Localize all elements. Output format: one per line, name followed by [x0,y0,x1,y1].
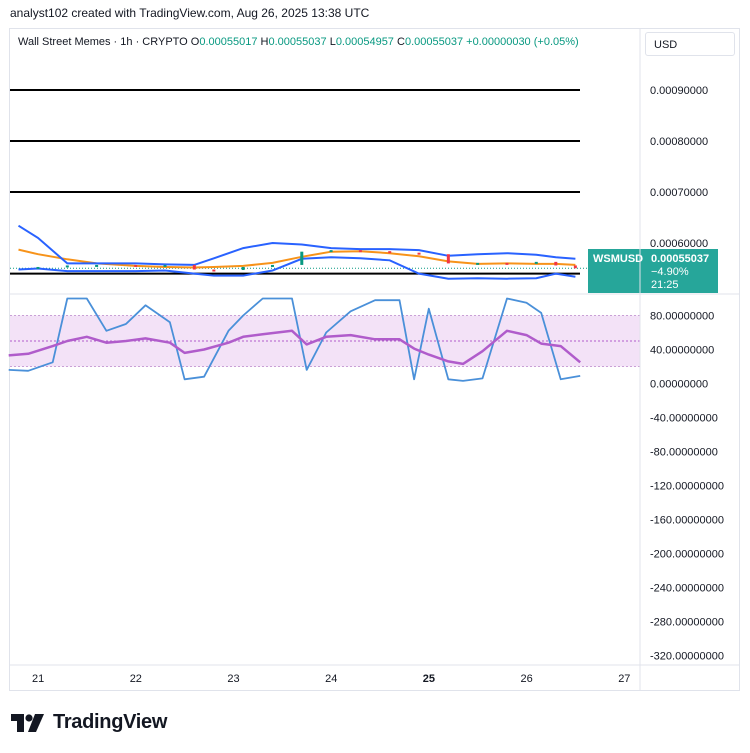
series-bb-upper-line [17,224,576,266]
series-rsi-line [8,329,581,366]
oscillator-axis-label: 80.00000000 [650,311,714,323]
open-value: 0.00055017 [199,36,258,48]
time-axis-label: 24 [325,673,337,685]
price-tag-countdown: 21:25 [651,279,679,291]
tradingview-logo[interactable]: TradingView [11,711,167,734]
series-stoch-rsi-line [8,297,581,382]
price-candle [212,269,216,272]
low-label: L [329,36,336,48]
high-label: H [260,36,269,48]
currency-button[interactable]: USD [645,32,735,56]
price-tag [588,249,718,293]
oscillator-axis-label: -200.00000000 [650,549,724,561]
price-candle [554,261,558,266]
price-candle [329,250,333,253]
chart-canvas[interactable]: 0.00090000 0.00080000 0.00070000 0.00060000… [0,0,750,700]
time-axis-label: 25 [423,673,435,685]
price-candle [134,264,138,267]
price-candle [241,266,245,271]
price-candle [388,251,392,254]
time-axis-label: 22 [130,673,142,685]
price-candle [505,262,509,265]
price-axis-label: 0.00070000 [650,187,708,199]
credit-line: analyst102 created with TradingView.com,… [10,6,370,20]
close-label: C [397,36,405,48]
price-axis-label: 0.00060000 [650,238,708,250]
tradingview-logo-icon [11,713,44,732]
series-bb-lower-line [18,256,576,280]
symbol-legend: Wall Street Memes · 1h · CRYPTO O0.00055… [18,36,579,48]
chart-frame[interactable] [9,28,740,691]
price-candle [163,264,167,267]
price-tag-value: 0.00055037 [651,253,709,265]
price-candle [417,252,421,255]
time-axis-label: 27 [618,673,630,685]
price-axis-label: 0.00090000 [650,85,708,97]
oscillator-axis-label: -120.00000000 [650,481,724,493]
price-tag-ticker: WSMUSD [593,253,643,265]
price-candle [476,262,480,265]
low-value: 0.00054957 [335,36,394,48]
time-axis-label: 21 [32,673,44,685]
high-value: 0.00055037 [268,36,327,48]
price-axis-label: 0.00080000 [650,136,708,148]
price-candle [65,265,69,268]
time-axis-label: 26 [521,673,533,685]
oscillator-axis-label: -240.00000000 [650,583,724,595]
price-candle [573,265,577,269]
oscillator-axis-label: 40.00000000 [650,345,714,357]
price-candle [446,254,450,264]
oscillator-axis-label: -160.00000000 [650,515,724,527]
open-label: O [190,36,200,48]
oscillator-axis-label: -280.00000000 [650,617,724,629]
price-candle [270,264,274,267]
oscillator-axis-label: -80.00000000 [650,447,718,459]
change-value: +0.00000030 (+0.05%) [466,36,579,48]
symbol-name[interactable]: Wall Street Memes · 1h · CRYPTO [18,36,188,48]
price-candle [300,251,304,265]
time-axis-label: 23 [227,673,239,685]
price-candle [192,264,196,270]
series-ma-line [18,248,576,269]
close-value: 0.00055037 [404,36,464,48]
price-candle [36,266,40,269]
price-tag-change: −4.90% [651,266,689,278]
oscillator-axis-label: -320.00000000 [650,651,724,663]
price-candle [95,264,99,267]
oscillator-axis-label: -40.00000000 [650,413,718,425]
price-candle [358,250,362,253]
oscillator-axis-label: 0.00000000 [650,379,708,391]
price-candle [534,261,538,264]
brand-name: TradingView [53,711,168,733]
